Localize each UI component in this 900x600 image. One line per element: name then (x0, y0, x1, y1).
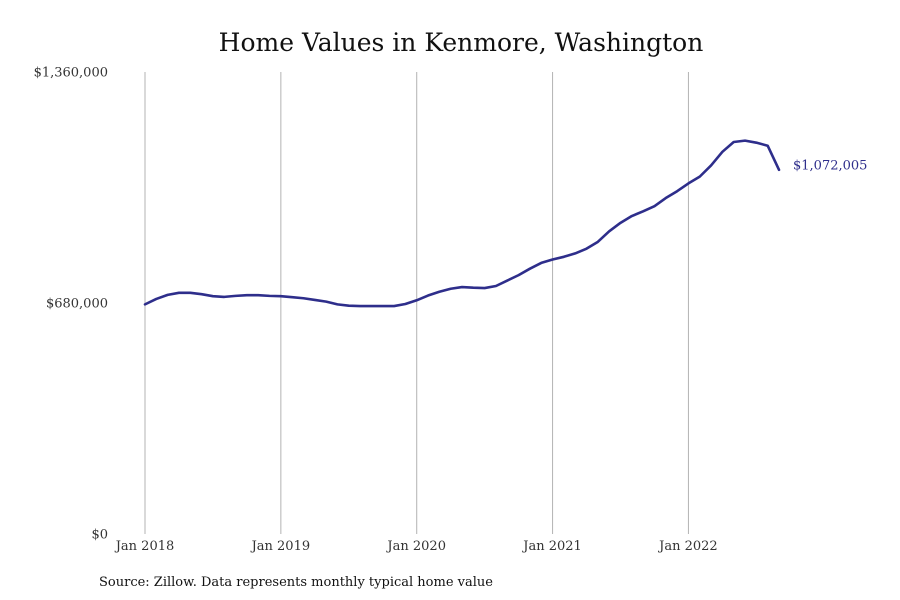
y-tick-label-2: $1,360,000 (34, 66, 108, 81)
series-group: $1,072,005 (143, 139, 867, 308)
x-tick-label-2: Jan 2020 (385, 539, 446, 554)
source-note: Source: Zillow. Data represents monthly … (99, 575, 493, 590)
x-tick-label-1: Jan 2019 (250, 539, 311, 554)
y-tick-label-1: $680,000 (46, 297, 108, 312)
x-tick-label-4: Jan 2022 (657, 539, 718, 554)
y-axis-tick-labels: $0 $680,000 $1,360,000 (34, 66, 108, 543)
y-tick-label-0: $0 (91, 528, 108, 543)
series-end-label-0: $1,072,005 (793, 158, 867, 173)
chart-title: Home Values in Kenmore, Washington (219, 28, 704, 57)
vertical-gridlines (144, 72, 689, 534)
x-axis-tick-labels: Jan 2018 Jan 2019 Jan 2020 Jan 2021 Jan 2022 (114, 539, 718, 554)
x-tick-label-0: Jan 2018 (114, 539, 175, 554)
series-line-0 (143, 139, 781, 308)
x-tick-label-3: Jan 2021 (521, 539, 582, 554)
